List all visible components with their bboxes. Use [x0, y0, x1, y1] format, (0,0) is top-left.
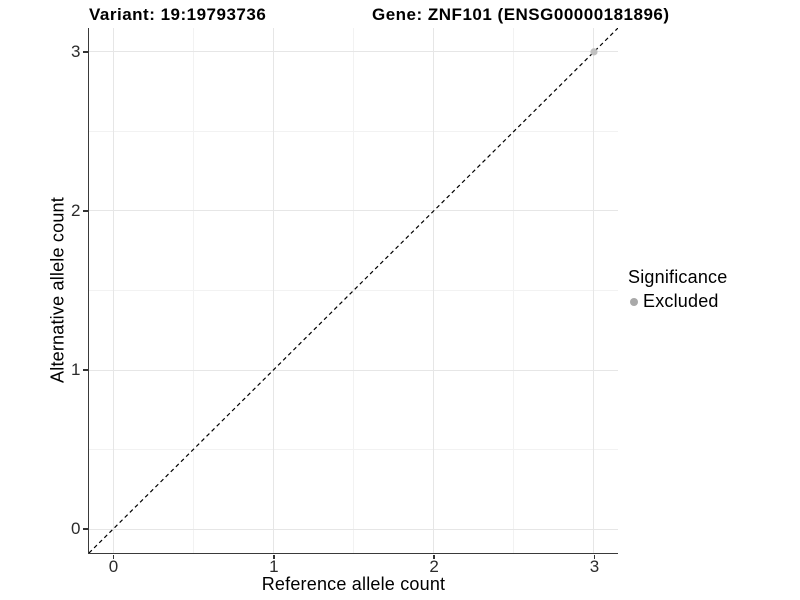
- legend-title: Significance: [628, 267, 728, 287]
- y-tick-mark: [83, 528, 88, 530]
- gridline-major-x: [272, 28, 274, 553]
- gridline-major-y: [89, 528, 618, 530]
- legend-point-icon: [630, 297, 638, 306]
- y-tick-mark: [83, 369, 88, 371]
- legend-item-excluded: Excluded: [628, 291, 727, 312]
- y-tick-mark: [83, 210, 88, 212]
- x-tick-mark: [112, 554, 115, 559]
- gridline-major-x: [593, 28, 595, 553]
- y-tick-label: 3: [71, 41, 81, 61]
- data-point: [590, 48, 598, 56]
- gridline-major-y: [89, 210, 618, 212]
- variant-title: Variant: 19:19793736: [89, 5, 267, 24]
- x-tick-label: 1: [269, 557, 279, 576]
- x-tick-mark: [273, 554, 275, 559]
- gridline-major-y: [89, 51, 618, 53]
- legend-item-label: Excluded: [643, 291, 719, 311]
- x-tick-label: 3: [589, 557, 600, 576]
- y-tick-label: 2: [71, 200, 81, 220]
- gridline-major-x: [112, 28, 114, 553]
- y-axis-title: Alternative allele count: [47, 197, 68, 383]
- x-tick-label: 0: [108, 557, 119, 576]
- gridline-major-x: [433, 28, 435, 553]
- gridline-minor-y: [89, 449, 618, 451]
- gridline-major-y: [89, 369, 618, 371]
- gridline-minor-y: [89, 290, 618, 291]
- legend: Significance Excluded: [628, 266, 727, 312]
- x-tick-label: 2: [429, 557, 439, 576]
- x-tick-mark: [433, 554, 435, 559]
- x-axis-title: Reference allele count: [261, 574, 446, 594]
- plot-panel: [88, 28, 618, 554]
- y-tick-label: 0: [71, 519, 81, 539]
- y-tick-label: 1: [71, 360, 81, 380]
- gene-title: Gene: ZNF101 (ENSG00000181896): [372, 5, 670, 24]
- gridline-minor-y: [89, 130, 618, 132]
- x-tick-mark: [593, 554, 596, 559]
- y-tick-mark: [83, 51, 88, 53]
- identity-reference-line: [89, 28, 618, 553]
- plot-layer: [89, 28, 618, 553]
